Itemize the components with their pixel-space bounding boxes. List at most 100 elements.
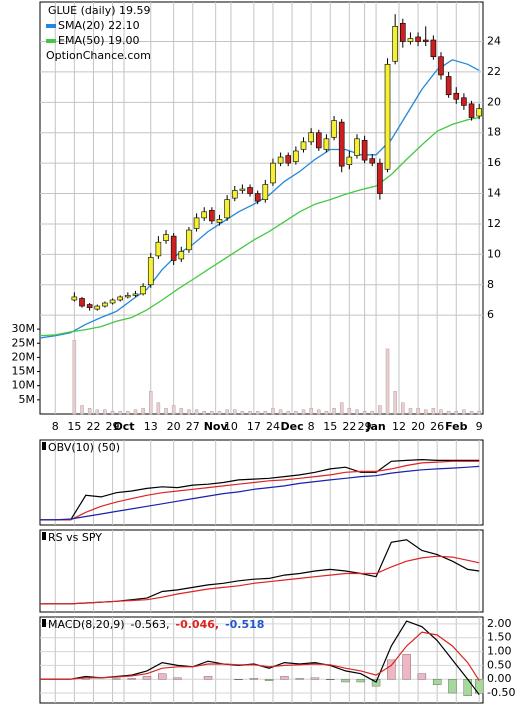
candle-body [308,132,314,143]
legend-box [42,442,46,450]
x-tick-label: 10 [224,420,238,433]
x-tick-label: 12 [392,420,406,433]
y-tick-label: 2.00 [487,617,512,630]
y2-tick-label: 15M [12,365,36,378]
histogram-bar [264,679,274,681]
panel-frame [39,1,484,415]
panel-title: OBV(10) (50) [48,441,120,454]
legend-box [42,619,46,627]
volume-bar [355,409,359,415]
histogram-bar [280,676,289,680]
y-tick-label: 20 [487,95,501,108]
candle-body [147,257,154,286]
histogram-bar [310,677,320,680]
candle-body [285,155,292,164]
histogram-bar [127,678,136,680]
candle-body [102,302,108,307]
volume-bar [126,410,130,415]
histogram-bar [203,676,213,680]
volume-bar [103,409,107,415]
volume-bar [233,409,237,415]
histogram-bar [341,679,350,683]
volume-bar [362,410,367,415]
volume-bar [408,408,413,415]
indicator-line [40,555,480,605]
volume-bar [286,410,290,415]
x-tick-label: 24 [266,420,280,433]
volume-bar [187,409,191,415]
candle-body [461,97,467,106]
volume-bar [110,410,115,415]
candle-body [438,56,444,76]
y-tick-label: 22 [487,65,501,78]
histogram-bar [295,678,304,680]
candle-body [109,299,116,304]
x-tick-label: 26 [430,420,444,433]
candle-body [407,38,414,42]
volume-bar [72,340,77,415]
candle-body [468,103,475,118]
candle-body [323,138,330,150]
volume-bar [339,402,344,415]
panel-title: MACD(8,20,9) -0.563, -0.046, -0.518 [48,618,264,631]
y-tick-label: 1.50 [487,631,512,644]
volume-bar [171,405,176,415]
indicator-line [40,460,480,521]
candle-body [430,39,437,58]
histogram-bar [249,678,259,680]
histogram-bar [432,679,442,685]
x-tick-label: 29 [106,420,120,433]
x-tick-label: 9 [476,420,483,433]
candle-body [117,296,123,301]
histogram-bar [173,677,182,680]
volume-bar [202,410,206,415]
legend-swatch [46,39,56,43]
moving-average-line [39,59,480,339]
candle-body [400,22,406,42]
y-tick-label: 18 [487,126,501,139]
volume-bar [248,410,252,415]
volume-bar [469,410,474,415]
y-tick-label: 6 [487,308,494,321]
candle-body [132,293,139,296]
volume-bar [255,410,260,415]
candle-body [354,138,360,156]
chart-title: GLUE (daily) 19.59 [48,4,151,17]
volume-bar [309,408,313,415]
candle-body [346,156,353,165]
candle-body [201,211,208,219]
legend-label: SMA(20) 22.10 [58,19,140,32]
x-tick-label: 20 [167,420,181,433]
indicator-line [40,465,480,521]
y-tick-label: 24 [487,35,501,48]
panel-title-text: RS vs SPY [48,531,102,544]
x-tick-label: Nov [204,420,229,433]
volume-bar [378,405,382,415]
x-tick-label: Feb [445,420,468,433]
annotation: OptionChance.com [46,49,151,62]
volume-bar [194,409,199,415]
volume-bar [301,409,306,415]
y-tick-label: 8 [487,278,494,291]
histogram-bar [417,673,427,680]
candle-body [445,76,452,96]
candle-body [422,39,429,42]
volume-bar [454,410,459,415]
histogram-bar [112,678,121,680]
candle-body [216,219,223,223]
volume-bar [423,409,428,415]
x-tick-label: Dec [280,420,303,433]
candle-body [293,150,299,162]
volume-bar [401,402,405,415]
legend-label: -0.563, [131,618,170,631]
candle-body [170,235,177,261]
x-tick-label: 17 [247,420,261,433]
volume-bar [156,402,161,415]
volume-bar [393,391,397,415]
panel-title: RS vs SPY [48,531,102,544]
volume-bar [164,408,168,415]
panel-frame [39,529,484,613]
candle-body [178,251,185,260]
volume-bar [225,409,229,415]
y2-tick-label: 25M [12,336,36,349]
